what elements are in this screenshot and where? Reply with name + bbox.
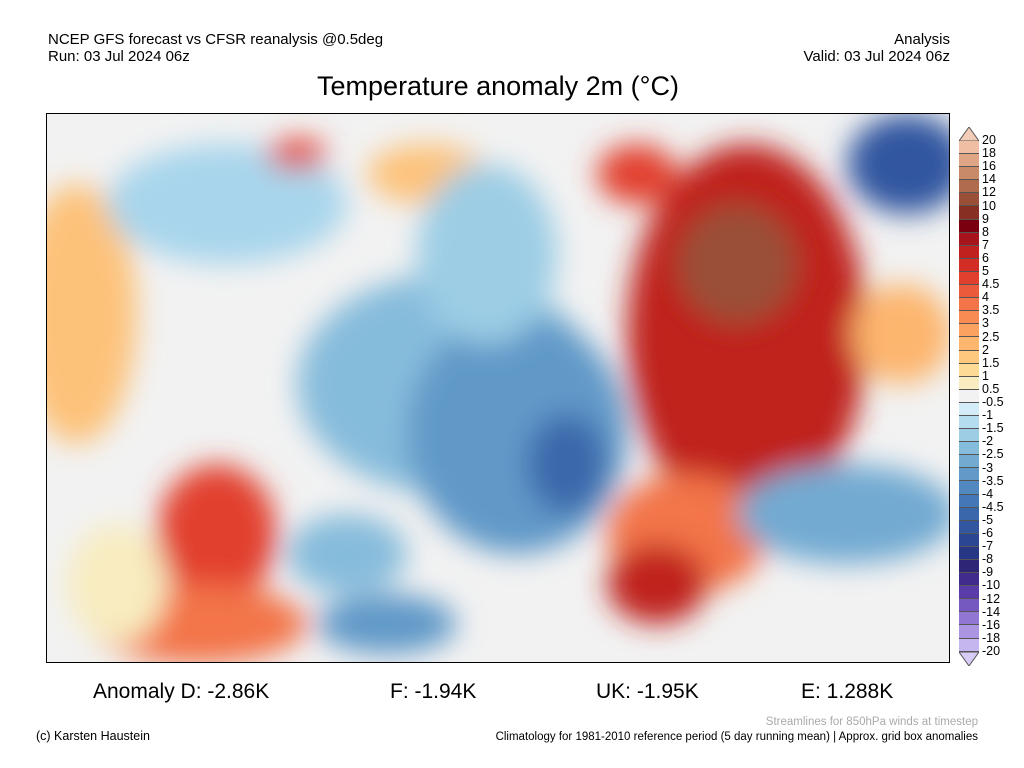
colorbar-bin (959, 376, 979, 390)
map-title: Temperature anomaly 2m (°C) (317, 71, 679, 101)
colorbar-label: 16 (982, 159, 996, 174)
colorbar-bin (959, 494, 979, 508)
colorbar-label: 3 (982, 316, 989, 331)
colorbar-label: 20 (982, 133, 996, 147)
analysis-label: Analysis (894, 31, 950, 48)
anomaly-field (47, 114, 949, 662)
colorbar-label: -7 (982, 539, 994, 554)
colorbar-label: -20 (982, 643, 1001, 658)
colorbar-bin (959, 141, 979, 155)
colorbar-bin (959, 167, 979, 181)
stat-e: E: 1.288K (801, 680, 894, 703)
colorbar-label: 4 (982, 290, 989, 305)
colorbar-label: -18 (982, 630, 1001, 645)
climatology-note: Climatology for 1981-2010 reference peri… (495, 731, 978, 743)
colorbar-bin (959, 180, 979, 194)
colorbar-label: 9 (982, 211, 989, 226)
colorbar-label: -1 (982, 408, 994, 423)
colorbar-label: 14 (982, 172, 996, 187)
colorbar-under-triangle (959, 651, 979, 666)
colorbar-label: 12 (982, 185, 996, 200)
colorbar-bin (959, 560, 979, 574)
colorbar-label: 18 (982, 146, 996, 161)
colorbar-label: -1.5 (982, 421, 1004, 436)
colorbar-bin (959, 337, 979, 351)
colorbar-bin (959, 599, 979, 613)
colorbar-label: -4.5 (982, 499, 1004, 514)
colorbar-over-triangle (959, 127, 979, 141)
colorbar-bin (959, 402, 979, 416)
temperature-anomaly-map (46, 113, 950, 663)
colorbar-label: -5 (982, 512, 994, 527)
colorbar-bin (959, 363, 979, 377)
colorbar-bin (959, 442, 979, 456)
colorbar-label: 8 (982, 224, 989, 239)
valid-time: Valid: 03 Jul 2024 06z (803, 48, 951, 65)
colorbar-label: 0.5 (982, 381, 1000, 396)
colorbar-bin (959, 625, 979, 639)
colorbar-label: 1.5 (982, 355, 1000, 370)
colorbar-label: 10 (982, 198, 996, 213)
colorbar-label: -10 (982, 578, 1001, 593)
colorbar-bin (959, 533, 979, 547)
colorbar-bin (959, 232, 979, 246)
colorbar-bin (959, 271, 979, 286)
colorbar-label: -6 (982, 526, 994, 540)
copyright-credit: (c) Karsten Haustein (36, 729, 150, 743)
colorbar-label: 4.5 (982, 277, 1000, 292)
colorbar-label: -3.5 (982, 473, 1004, 488)
stat-anomaly-d: Anomaly D: -2.86K (93, 680, 270, 703)
colorbar-bin (959, 507, 979, 521)
colorbar-bin (959, 311, 979, 325)
colorbar-bin (959, 546, 979, 560)
colorbar-bin (959, 520, 979, 534)
colorbar-bin (959, 258, 979, 272)
colorbar-label: 2.5 (982, 329, 1000, 344)
colorbar-bin (959, 245, 979, 259)
colorbar-label: -16 (982, 617, 1001, 632)
streamlines-note: Streamlines for 850hPa winds at timestep (765, 716, 978, 728)
colorbar-label: -2 (982, 434, 994, 449)
colorbar-label: 2 (982, 342, 989, 357)
colorbar-label: 3.5 (982, 303, 1000, 318)
colorbar-bin (959, 586, 979, 600)
colorbar-label: -9 (982, 565, 994, 580)
colorbar-label: -12 (982, 591, 1001, 606)
colorbar-bin (959, 206, 979, 220)
colorbar-label: -4 (982, 486, 994, 501)
colorbar-label: -0.5 (982, 395, 1004, 409)
colorbar-label: -2.5 (982, 447, 1004, 462)
colorbar-bin (959, 389, 979, 403)
colorbar-bin (959, 429, 979, 443)
colorbar-bin (959, 350, 979, 364)
colorbar-bin (959, 154, 979, 168)
colorbar-label: 7 (982, 237, 989, 252)
colorbar-bin (959, 415, 979, 430)
colorbar-bin (959, 193, 979, 207)
colorbar-bin (959, 468, 979, 482)
colorbar-label: -3 (982, 460, 994, 475)
colorbar-label: 6 (982, 250, 989, 265)
stat-f: F: -1.94K (390, 680, 477, 703)
colorbar-bin (959, 573, 979, 587)
colorbar-label: 5 (982, 264, 989, 278)
colorbar-bin (959, 285, 979, 299)
colorbar-bin (959, 298, 979, 312)
colorbar-bin (959, 481, 979, 495)
colorbar-bin (959, 638, 979, 652)
run-time: Run: 03 Jul 2024 06z (48, 48, 190, 65)
colorbar-bin (959, 612, 979, 626)
colorbar-bin (959, 219, 979, 233)
colorbar-label: -8 (982, 552, 994, 567)
colorbar (959, 127, 979, 666)
colorbar-bin (959, 455, 979, 469)
stat-uk: UK: -1.95K (596, 680, 699, 703)
model-description: NCEP GFS forecast vs CFSR reanalysis @0.… (48, 31, 384, 48)
colorbar-label: -14 (982, 604, 1001, 619)
colorbar-bin (959, 324, 979, 338)
colorbar-label: 1 (982, 368, 989, 383)
